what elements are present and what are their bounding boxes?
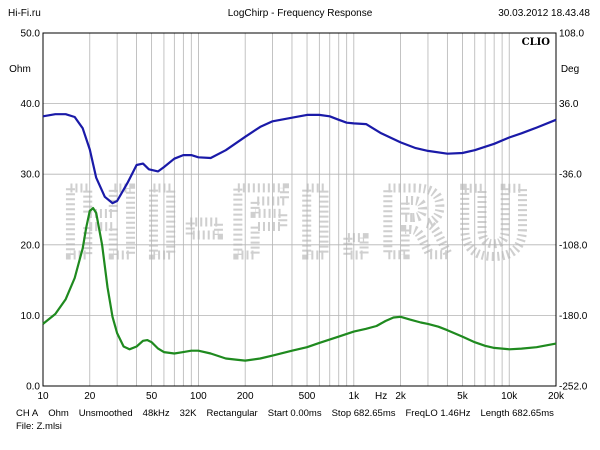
x-tick-label: 2k [395, 391, 407, 402]
setting-item: Rectangular [206, 408, 258, 419]
x-tick-label: 5k [457, 391, 469, 402]
x-tick-label: 1k [349, 391, 361, 402]
y-right-tick-label: 108.0 [559, 29, 584, 40]
x-tick-label: 100 [190, 391, 207, 402]
y-right-tick-label: 36.0 [559, 99, 579, 110]
watermark-text: HI-FI.RU [62, 170, 537, 277]
y-right-tick-label: -180.0 [559, 311, 588, 322]
setting-item: Ohm [48, 408, 69, 419]
setting-item: 48kHz [142, 408, 170, 419]
file-name: File: Z.mlsi [16, 421, 62, 432]
plot-frame [42, 32, 557, 387]
setting-item: Start 0.00ms [267, 408, 322, 419]
setting-item: Unsmoothed [78, 408, 133, 419]
y-right-unit-label: Deg [561, 64, 579, 75]
setting-item: Stop 682.65ms [331, 408, 396, 419]
x-tick-label: 20k [548, 391, 565, 402]
header-timestamp: 30.03.2012 18.43.48 [498, 8, 590, 19]
measurement-settings: CH A Ohm Unsmoothed 48kHz 32K Rectangular Star… [16, 408, 564, 419]
y-left-tick-label: 0.0 [26, 382, 40, 393]
setting-item: Length 682.65ms [480, 408, 554, 419]
setting-item: 32K [179, 408, 197, 419]
y-left-tick-label: 50.0 [21, 29, 41, 40]
y-right-tick-label: -252.0 [559, 382, 588, 393]
y-left-tick-label: 40.0 [21, 99, 41, 110]
y-left-tick-label: 10.0 [21, 311, 41, 322]
x-tick-label: 10 [37, 391, 49, 402]
y-left-tick-label: 20.0 [21, 240, 41, 251]
brand-logo: CLIO [522, 37, 551, 48]
y-left-unit-label: Ohm [9, 64, 31, 75]
setting-item: FreqLO 1.46Hz [405, 408, 471, 419]
x-tick-label: 500 [299, 391, 316, 402]
y-left-tick-label: 30.0 [21, 170, 41, 181]
series-line [42, 207, 557, 362]
header-site-label: Hi-Fi.ru [8, 8, 41, 19]
x-tick-label: 10k [501, 391, 518, 402]
frequency-response-chart: HI-FI.RU 0.0 10.0 20.0 30.0 40.0 50.0 -252.0 -18… [9, 29, 588, 403]
x-tick-label: 200 [237, 391, 254, 402]
x-tick-label: 50 [146, 391, 158, 402]
y-right-tick-label: -36.0 [559, 170, 582, 181]
x-tick-label: 20 [84, 391, 96, 402]
setting-item: CH A [16, 408, 39, 419]
chart-title: LogChirp - Frequency Response [227, 8, 373, 19]
series-line [42, 113, 557, 205]
x-tick-label: Hz [375, 391, 387, 402]
y-right-tick-label: -108.0 [559, 240, 588, 251]
